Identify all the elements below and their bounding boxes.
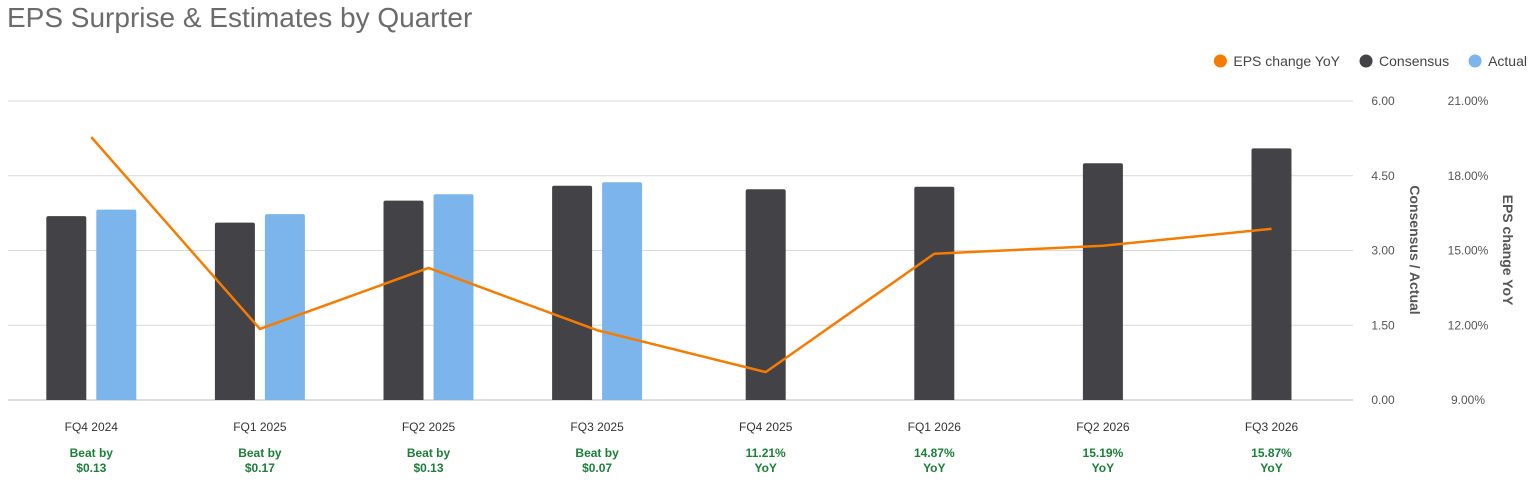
- legend-item-actual[interactable]: Actual: [1488, 53, 1527, 69]
- category-label: FQ4 2025: [739, 420, 793, 434]
- right-tick-label: 15.00%: [1448, 244, 1489, 258]
- left-tick-label: 1.50: [1371, 318, 1395, 332]
- category-labels: FQ4 2024 FQ1 2025 FQ2 2025 FQ3 2025 FQ4 2025…: [65, 420, 1299, 434]
- left-axis-ticks: 0.00 1.50 3.00 4.50 6.00: [1371, 94, 1395, 407]
- annotation-label: Beat by: [407, 446, 451, 460]
- annotation-label: 15.87%: [1251, 446, 1292, 460]
- annotation-label: YoY: [1260, 461, 1282, 475]
- annotation-label: YoY: [1092, 461, 1114, 475]
- left-tick-label: 0.00: [1371, 393, 1395, 407]
- right-tick-label: 12.00%: [1448, 318, 1489, 332]
- point-yoy-fq2-2026[interactable]: [1099, 242, 1107, 250]
- annotation-label: $0.13: [413, 461, 443, 475]
- annotation-label: 11.21%: [746, 446, 786, 460]
- bar-actual-fq3-2025[interactable]: [602, 182, 643, 400]
- bar-actual-fq4-2024[interactable]: [96, 209, 137, 400]
- bar-consensus-fq2-2026[interactable]: [1082, 163, 1123, 400]
- annotation-label: $0.13: [76, 461, 106, 475]
- left-tick-label: 6.00: [1371, 94, 1395, 108]
- annotation-label: 15.19%: [1083, 446, 1124, 460]
- point-yoy-fq3-2025[interactable]: [593, 326, 601, 334]
- right-tick-label: 21.00%: [1448, 94, 1489, 108]
- legend-item-eps-change-yoy[interactable]: EPS change YoY: [1233, 53, 1340, 69]
- category-label: FQ1 2025: [233, 420, 287, 434]
- bar-consensus-fq2-2025[interactable]: [383, 200, 424, 400]
- left-tick-label: 4.50: [1371, 169, 1395, 183]
- chart-title: EPS Surprise & Estimates by Quarter: [7, 2, 473, 33]
- line-eps-change-yoy: [90, 136, 1272, 374]
- left-axis-title: Consensus / Actual: [1407, 185, 1423, 314]
- bar-consensus-fq1-2025[interactable]: [214, 222, 255, 400]
- point-yoy-fq4-2024[interactable]: [87, 133, 95, 141]
- yoy-line: [87, 133, 1276, 376]
- annotation-label: $0.07: [582, 461, 612, 475]
- right-axis-title: EPS change YoY: [1500, 195, 1516, 306]
- point-yoy-fq2-2025[interactable]: [425, 264, 433, 272]
- category-label: FQ1 2026: [908, 420, 962, 434]
- point-yoy-fq3-2026[interactable]: [1268, 225, 1276, 233]
- legend-item-consensus[interactable]: Consensus: [1379, 53, 1449, 69]
- right-axis-ticks: 9.00% 12.00% 15.00% 18.00% 21.00%: [1448, 94, 1489, 407]
- category-label: FQ2 2026: [1076, 420, 1130, 434]
- legend-marker-actual[interactable]: [1468, 54, 1482, 68]
- annotation-label: 14.87%: [914, 446, 955, 460]
- annotation-label: Beat by: [575, 446, 619, 460]
- category-label: FQ3 2026: [1245, 420, 1299, 434]
- bars: [46, 148, 1292, 400]
- right-tick-label: 18.00%: [1448, 169, 1489, 183]
- point-yoy-fq4-2025[interactable]: [762, 368, 770, 376]
- annotation-label: $0.17: [245, 461, 275, 475]
- bar-actual-fq2-2025[interactable]: [433, 194, 474, 400]
- legend-marker-consensus[interactable]: [1359, 54, 1373, 68]
- annotation-label: Beat by: [70, 446, 114, 460]
- bar-consensus-fq3-2025[interactable]: [552, 185, 593, 400]
- left-tick-label: 3.00: [1371, 244, 1395, 258]
- legend: EPS change YoY Consensus Actual: [1213, 53, 1527, 69]
- bar-consensus-fq4-2025[interactable]: [745, 189, 786, 400]
- annotation-label: Beat by: [238, 446, 282, 460]
- category-label: FQ4 2024: [65, 420, 119, 434]
- legend-marker-eps-change-yoy[interactable]: [1213, 54, 1227, 68]
- bar-consensus-fq4-2024[interactable]: [46, 216, 87, 400]
- category-label: FQ3 2025: [570, 420, 624, 434]
- category-label: FQ2 2025: [402, 420, 456, 434]
- grid: [8, 100, 1353, 401]
- right-tick-label: 9.00%: [1451, 393, 1485, 407]
- point-yoy-fq1-2025[interactable]: [256, 325, 264, 333]
- bar-actual-fq1-2025[interactable]: [264, 214, 305, 400]
- annotation-label: YoY: [754, 461, 776, 475]
- point-yoy-fq1-2026[interactable]: [930, 250, 938, 258]
- bar-consensus-fq3-2026[interactable]: [1251, 148, 1292, 400]
- bar-consensus-fq1-2026[interactable]: [914, 186, 955, 400]
- annotation-label: YoY: [923, 461, 945, 475]
